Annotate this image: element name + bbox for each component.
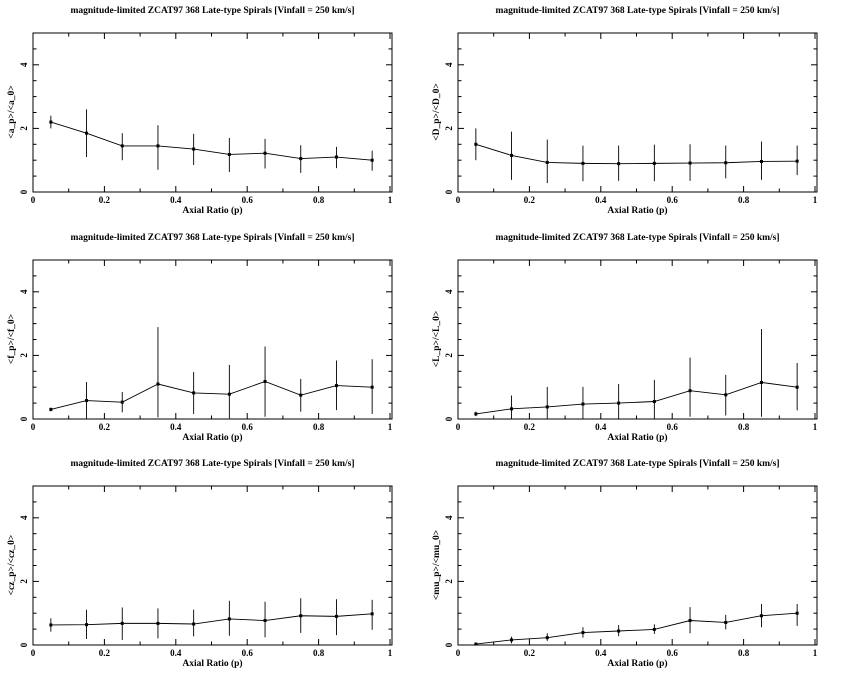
svg-text:4: 4 bbox=[19, 289, 29, 294]
x-axis-label: Axial Ratio (p) bbox=[182, 659, 243, 669]
x-axis-label: Axial Ratio (p) bbox=[182, 433, 243, 443]
svg-text:2: 2 bbox=[19, 353, 29, 358]
svg-text:0.6: 0.6 bbox=[667, 422, 679, 432]
svg-text:0: 0 bbox=[31, 648, 36, 658]
y-axis-label: <D_p>/<D_0> bbox=[432, 83, 442, 141]
svg-text:0.4: 0.4 bbox=[595, 648, 607, 658]
plot-D-ratio: 0 0.2 0.4 0.6 0.8 1 0 2 4 bbox=[444, 32, 818, 205]
svg-text:0: 0 bbox=[456, 648, 461, 658]
plot-L-ratio: 0 0.2 0.4 0.6 0.8 1 0 2 4 bbox=[444, 259, 818, 432]
plot-f-ratio: 0 0.2 0.4 0.6 0.8 1 0 2 4 bbox=[19, 259, 393, 432]
svg-text:1: 1 bbox=[813, 648, 818, 658]
svg-text:0.2: 0.2 bbox=[99, 195, 111, 205]
x-axis-label: Axial Ratio (p) bbox=[182, 206, 243, 216]
svg-text:2: 2 bbox=[444, 353, 454, 358]
svg-text:4: 4 bbox=[444, 515, 454, 520]
svg-text:4: 4 bbox=[19, 62, 29, 67]
panel-mu-ratio: magnitude-limited ZCAT97 368 Late-type S… bbox=[425, 453, 850, 680]
svg-text:0: 0 bbox=[31, 195, 36, 205]
svg-text:2: 2 bbox=[444, 579, 454, 584]
svg-text:2: 2 bbox=[19, 579, 29, 584]
svg-text:0: 0 bbox=[456, 195, 461, 205]
svg-text:0: 0 bbox=[456, 422, 461, 432]
svg-text:0: 0 bbox=[444, 189, 454, 194]
y-axis-label: <a_p>/<a_0> bbox=[7, 85, 17, 139]
x-axis-label: Axial Ratio (p) bbox=[607, 659, 668, 669]
svg-text:0.4: 0.4 bbox=[595, 195, 607, 205]
panel-title: magnitude-limited ZCAT97 368 Late-type S… bbox=[495, 6, 780, 16]
svg-text:2: 2 bbox=[444, 126, 454, 131]
svg-text:0.4: 0.4 bbox=[170, 422, 182, 432]
svg-text:0.6: 0.6 bbox=[242, 648, 254, 658]
svg-text:0.2: 0.2 bbox=[524, 648, 536, 658]
svg-text:0: 0 bbox=[444, 642, 454, 647]
panel-L-ratio: magnitude-limited ZCAT97 368 Late-type S… bbox=[425, 227, 850, 454]
svg-text:0: 0 bbox=[19, 189, 29, 194]
svg-text:0: 0 bbox=[444, 416, 454, 421]
y-axis-label: <L_p>/<L_0> bbox=[432, 310, 442, 368]
svg-text:0: 0 bbox=[31, 422, 36, 432]
panel-title: magnitude-limited ZCAT97 368 Late-type S… bbox=[70, 6, 355, 16]
svg-text:4: 4 bbox=[19, 515, 29, 520]
svg-text:0.6: 0.6 bbox=[242, 195, 254, 205]
panel-title: magnitude-limited ZCAT97 368 Late-type S… bbox=[70, 233, 355, 243]
svg-text:4: 4 bbox=[444, 62, 454, 67]
panel-title: magnitude-limited ZCAT97 368 Late-type S… bbox=[495, 459, 780, 469]
svg-text:1: 1 bbox=[388, 195, 393, 205]
svg-text:1: 1 bbox=[388, 422, 393, 432]
plot-a-ratio: 0 0.2 0.4 0.6 0.8 1 0 2 4 bbox=[19, 32, 393, 205]
svg-text:0.8: 0.8 bbox=[313, 195, 325, 205]
svg-text:0.8: 0.8 bbox=[738, 195, 750, 205]
svg-text:0.4: 0.4 bbox=[595, 422, 607, 432]
svg-text:0: 0 bbox=[19, 642, 29, 647]
svg-text:0.6: 0.6 bbox=[667, 195, 679, 205]
svg-text:0.2: 0.2 bbox=[524, 422, 536, 432]
svg-text:0: 0 bbox=[19, 416, 29, 421]
panel-title: magnitude-limited ZCAT97 368 Late-type S… bbox=[495, 233, 780, 243]
svg-text:4: 4 bbox=[444, 289, 454, 294]
svg-text:1: 1 bbox=[813, 195, 818, 205]
svg-text:0.4: 0.4 bbox=[170, 195, 182, 205]
svg-text:1: 1 bbox=[388, 648, 393, 658]
x-axis-label: Axial Ratio (p) bbox=[607, 206, 668, 216]
svg-text:1: 1 bbox=[813, 422, 818, 432]
svg-text:0.2: 0.2 bbox=[524, 195, 536, 205]
svg-text:2: 2 bbox=[19, 126, 29, 131]
panel-D-ratio: magnitude-limited ZCAT97 368 Late-type S… bbox=[425, 0, 850, 227]
y-axis-label: <f_p>/<f_0> bbox=[7, 313, 17, 365]
svg-text:0.2: 0.2 bbox=[99, 422, 111, 432]
panel-f-ratio: magnitude-limited ZCAT97 368 Late-type S… bbox=[0, 227, 425, 454]
svg-text:0.4: 0.4 bbox=[170, 648, 182, 658]
svg-text:0.6: 0.6 bbox=[667, 648, 679, 658]
plot-mu-ratio: 0 0.2 0.4 0.6 0.8 1 0 2 4 bbox=[444, 485, 818, 658]
panel-a-ratio: magnitude-limited ZCAT97 368 Late-type S… bbox=[0, 0, 425, 227]
svg-text:0.2: 0.2 bbox=[99, 648, 111, 658]
panel-title: magnitude-limited ZCAT97 368 Late-type S… bbox=[70, 459, 355, 469]
svg-text:0.8: 0.8 bbox=[738, 422, 750, 432]
y-axis-label: <cz_p>/<cz_0> bbox=[7, 534, 17, 596]
svg-text:0.8: 0.8 bbox=[313, 648, 325, 658]
plot-cz-ratio: 0 0.2 0.4 0.6 0.8 1 0 2 4 bbox=[19, 485, 393, 658]
y-axis-label: <mu_p>/<mu_0> bbox=[432, 529, 442, 601]
x-axis-label: Axial Ratio (p) bbox=[607, 433, 668, 443]
svg-text:0.8: 0.8 bbox=[738, 648, 750, 658]
svg-text:0.6: 0.6 bbox=[242, 422, 254, 432]
panel-cz-ratio: magnitude-limited ZCAT97 368 Late-type S… bbox=[0, 453, 425, 680]
svg-text:0.8: 0.8 bbox=[313, 422, 325, 432]
